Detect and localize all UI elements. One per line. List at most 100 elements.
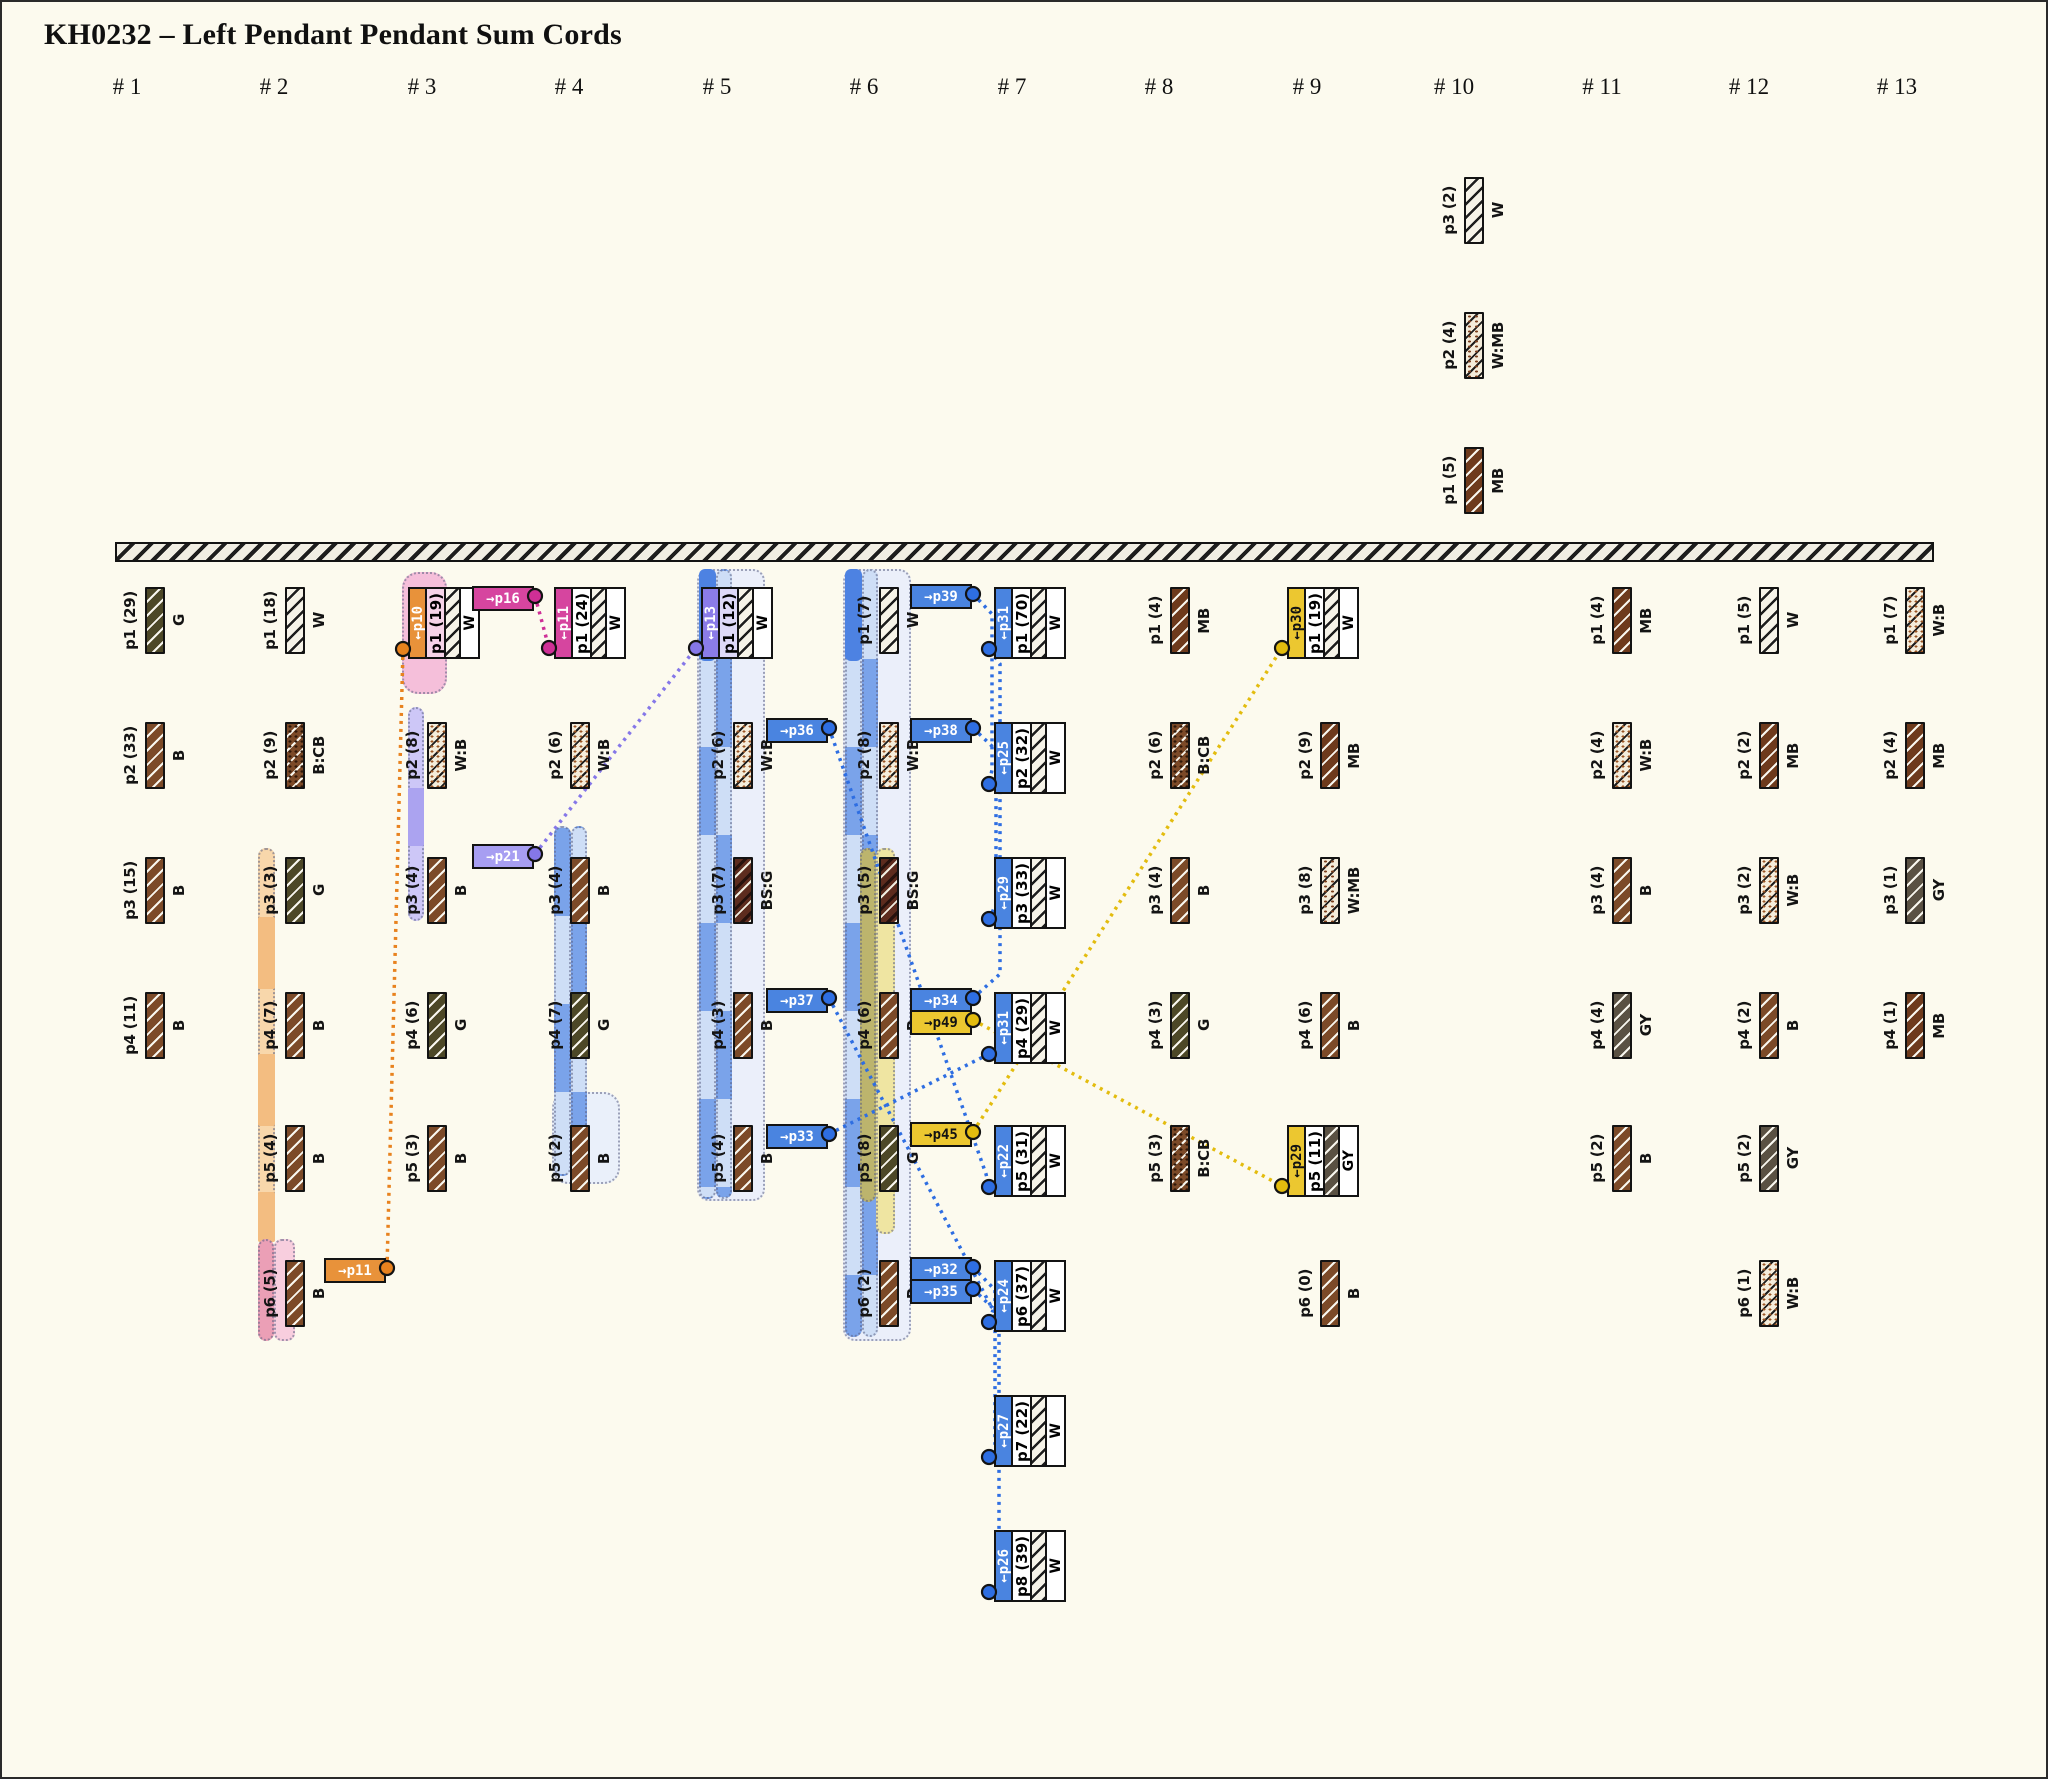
pendant-bar: [1759, 857, 1779, 924]
pendant-bar: [570, 992, 590, 1059]
pendant-bar: [733, 1125, 753, 1192]
column-header: # 4: [554, 74, 584, 99]
link-line-blue: [971, 592, 994, 785]
pendant-bar: [570, 722, 590, 789]
link-node: [1273, 1177, 1291, 1195]
pendant-bar: [879, 992, 899, 1059]
column-header: # 11: [1582, 74, 1622, 99]
tag-chip-p45: →p45: [910, 1122, 972, 1147]
primary-cord-bar: [115, 542, 1934, 562]
link-node: [980, 1583, 998, 1601]
sum-box-tag: ←p13: [703, 589, 720, 657]
pendant-bar: [592, 589, 607, 657]
pendant-bar: [1032, 1127, 1047, 1195]
pendant-label: p8 (39): [1013, 1532, 1032, 1600]
pendant-bar: [570, 1125, 590, 1192]
sum-box-tag: ←p25: [996, 724, 1013, 792]
pendant-bar: [733, 992, 753, 1059]
highlight-band: [258, 1239, 274, 1341]
pendant-bar: [1032, 724, 1047, 792]
pendant-bar: [1170, 857, 1190, 924]
sum-cord-box: ←p24 p6 (37) W: [994, 1260, 1066, 1332]
pendant-color-code: W: [1047, 589, 1064, 657]
pendant-label: p6 (37): [1013, 1262, 1032, 1330]
link-node: [980, 1448, 998, 1466]
pendant-color-code: GY: [1340, 1127, 1357, 1195]
pendant-bar: [285, 1260, 305, 1327]
column-header: # 10: [1433, 74, 1475, 99]
sum-cord-box: ←p29 p5 (11) GY: [1287, 1125, 1359, 1197]
sum-cord-box: ←p26 p8 (39) W: [994, 1530, 1066, 1602]
sum-cord-box: ←p25 p2 (32) W: [994, 722, 1066, 794]
link-node: [687, 639, 705, 657]
link-line-purple: [533, 646, 698, 856]
link-node: [964, 1280, 982, 1298]
pendant-bar: [1759, 587, 1779, 654]
pendant-bar: [1612, 992, 1632, 1059]
pendant-bar: [145, 992, 165, 1059]
tag-chip-p49: →p49: [910, 1010, 972, 1035]
pendant-color-code: W: [1047, 1127, 1064, 1195]
column-header: # 7: [997, 74, 1027, 99]
pendant-bar: [427, 1125, 447, 1192]
page-title: KH0232 – Left Pendant Pendant Sum Cords: [44, 18, 622, 51]
pendant-bar: [1759, 722, 1779, 789]
link-line-blue: [828, 1052, 990, 1136]
link-node: [964, 1258, 982, 1276]
sum-box-tag: ←p10: [410, 589, 427, 657]
pendant-label: p1 (70): [1013, 589, 1032, 657]
pendant-bar: [1320, 857, 1340, 924]
link-node: [980, 640, 998, 658]
sum-box-tag: ←p27: [996, 1397, 1013, 1465]
column-header: # 2: [259, 74, 289, 99]
link-node: [820, 1125, 838, 1143]
sum-cord-box: ←p31 p1 (70) W: [994, 587, 1066, 659]
link-node: [980, 1045, 998, 1063]
column-header: # 9: [1292, 74, 1322, 99]
link-node: [964, 585, 982, 603]
link-node: [964, 1123, 982, 1141]
tag-chip-p11t: →p11: [324, 1258, 386, 1283]
pendant-bar: [285, 857, 305, 924]
highlight-band: [258, 917, 275, 989]
pendant-color-code: W: [1047, 724, 1064, 792]
pendant-bar: [285, 722, 305, 789]
sum-cord-box: ←p22 p5 (31) W: [994, 1125, 1066, 1197]
column-header: # 3: [407, 74, 437, 99]
pendant-bar: [1612, 857, 1632, 924]
pendant-bar: [285, 992, 305, 1059]
column-header: # 8: [1144, 74, 1174, 99]
pendant-bar: [879, 587, 899, 654]
pendant-bar: [1032, 859, 1047, 927]
tag-chip-p37: →p37: [766, 988, 828, 1013]
pendant-bar: [1612, 1125, 1632, 1192]
pendant-bar: [1170, 587, 1190, 654]
sum-cord-box: ←p10 p1 (19) W: [408, 587, 480, 659]
pendant-label: p5 (11): [1306, 1127, 1325, 1195]
pendant-color-code: W: [1047, 1262, 1064, 1330]
pendant-bar: [879, 722, 899, 789]
pendant-label: p2 (32): [1013, 724, 1032, 792]
sum-cord-box: ←p13 p1 (12) W: [701, 587, 773, 659]
sum-box-tag: ←p31: [996, 589, 1013, 657]
link-node: [820, 719, 838, 737]
link-node: [980, 775, 998, 793]
sum-box-tag: ←p11: [556, 589, 573, 657]
pendant-label: p4 (29): [1013, 994, 1032, 1062]
link-node: [394, 640, 412, 658]
pendant-bar: [1032, 1262, 1047, 1330]
sum-cord-box: ←p29 p3 (33) W: [994, 857, 1066, 929]
link-node: [526, 587, 544, 605]
pendant-bar: [879, 857, 899, 924]
sum-box-tag: ←p29: [996, 859, 1013, 927]
pendant-label: p1 (12): [720, 589, 739, 657]
highlight-band: [860, 848, 876, 1202]
column-header: # 5: [702, 74, 732, 99]
pendant-bar: [1464, 177, 1484, 244]
pendant-bar: [570, 857, 590, 924]
pendant-bar: [427, 857, 447, 924]
sum-box-tag: ←p24: [996, 1262, 1013, 1330]
pendant-bar: [1464, 312, 1484, 379]
sum-box-tag: ←p22: [996, 1127, 1013, 1195]
